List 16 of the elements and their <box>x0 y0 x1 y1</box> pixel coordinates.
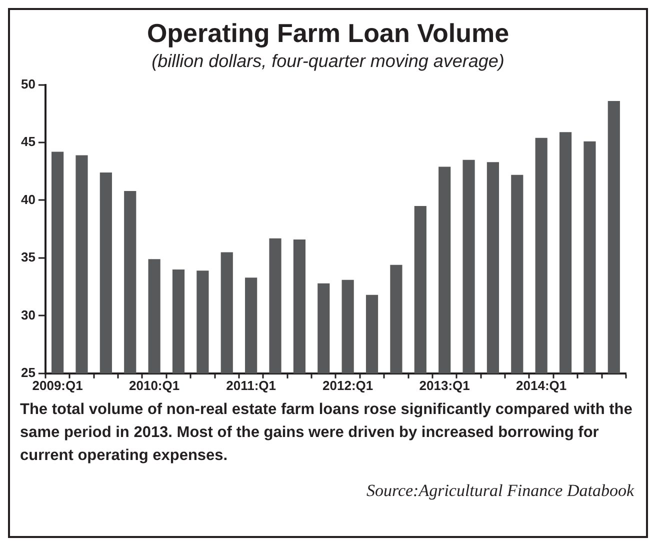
y-tick-label: 25 <box>20 364 36 380</box>
x-tick-label: 2009:Q1 <box>32 378 83 393</box>
text: The total volume of non-real estate farm loans rose significantly compared with the same period in 2013. Most of the gains were driven by increased borrowing for current operating expenses. <box>20 400 634 466</box>
y-tick-label: 35 <box>20 250 36 265</box>
chart-title: Operating Farm Loan Volume <box>146 18 510 49</box>
x-tick-label: 2012:Q1 <box>322 378 374 393</box>
y-tick-label: 30 <box>20 307 36 322</box>
chart-subtitle: (billion dollars, four-quarter moving average) <box>150 51 506 72</box>
y-tick-label: 40 <box>20 192 36 207</box>
y-tick-label: 50 <box>20 76 36 92</box>
source-note: Source:Agricultural Finance Databook <box>365 481 634 501</box>
x-tick-label: 2013:Q1 <box>419 378 470 393</box>
y-tick-label: 45 <box>20 134 36 150</box>
x-tick-label: 2010:Q1 <box>129 378 180 393</box>
x-tick-label: 2014:Q1 <box>516 378 567 393</box>
x-tick-label: 2011:Q1 <box>226 378 276 393</box>
